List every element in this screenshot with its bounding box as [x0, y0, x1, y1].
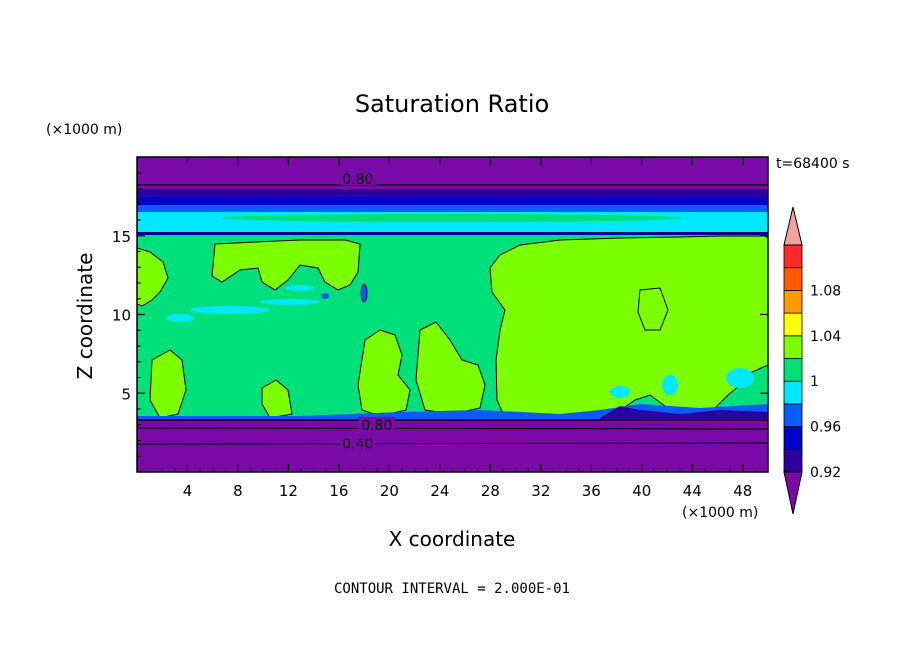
colorbar-bin	[783, 335, 803, 359]
colorbar-bin	[783, 244, 803, 269]
band-top-mid-blue	[137, 205, 768, 212]
band-top-blue	[137, 197, 768, 205]
y-tick-label: 5	[121, 385, 131, 403]
y-axis: 5 10 15	[112, 172, 768, 457]
blue-patch	[360, 283, 368, 303]
colorbar-label: 1.04	[810, 329, 841, 345]
chart-title: Saturation Ratio	[355, 90, 549, 118]
plot-area: 0.80 0.80 0.40	[137, 157, 768, 472]
cloud-regions	[137, 235, 768, 419]
lower-darkblue-fringe	[600, 406, 768, 420]
cloud-region-upper-mid	[211, 239, 361, 291]
blue-speck	[321, 293, 329, 299]
colorbar-label: 1	[810, 374, 819, 390]
band-top-purple	[137, 157, 768, 189]
colorbar: 0.92 0.96 1 1.04 1.08	[783, 206, 841, 515]
colorbar-label: 0.96	[810, 420, 841, 436]
contour-label-bg	[339, 435, 376, 450]
y-tick-label: 10	[112, 307, 131, 325]
band-top-darkblue	[137, 189, 768, 197]
x-tick-label: 12	[279, 482, 298, 500]
x-axis: 4 8 12 16 20 24 28 32 36 40 44 48	[149, 157, 756, 500]
contour-label-bg	[358, 416, 395, 431]
cyan-streaks	[166, 285, 754, 398]
x-tick-label: 24	[430, 482, 449, 500]
x-tick-label: 44	[683, 482, 702, 500]
contour-label: 0.80	[361, 418, 392, 434]
x-tick-label: 16	[329, 482, 348, 500]
x-axis-label: X coordinate	[389, 527, 516, 551]
x-tick-label: 36	[582, 482, 601, 500]
cloud-region-east	[489, 235, 768, 419]
cloud-region-small	[637, 287, 669, 331]
colorbar-bin	[783, 289, 803, 314]
time-label: t=68400 s	[776, 156, 850, 172]
colorbar-bin	[783, 380, 803, 405]
cloud-region-lower-west	[149, 349, 187, 419]
cloud-region-lower-mid-2	[357, 329, 411, 417]
x-unit-label: (×1000 m)	[682, 505, 758, 521]
cloud-region-west	[137, 247, 169, 307]
colorbar-bin	[783, 403, 803, 427]
colorbar-over-arrow	[783, 206, 803, 246]
x-tick-label: 8	[233, 482, 243, 500]
x-tick-label: 40	[632, 482, 651, 500]
cloud-region-lower-mid-1	[261, 379, 293, 419]
band-top-green-streak	[222, 214, 682, 222]
colorbar-under-arrow	[783, 471, 803, 515]
x-tick-label: 4	[183, 482, 193, 500]
colorbar-label: 0.92	[810, 465, 841, 481]
colorbar-bin	[783, 358, 803, 382]
y-axis-label: Z coordinate	[73, 253, 97, 380]
contour-label: 0.40	[342, 437, 373, 453]
x-tick-label: 20	[380, 482, 399, 500]
colorbar-bin	[783, 312, 803, 337]
x-tick-label: 28	[481, 482, 500, 500]
y-tick-label: 15	[112, 228, 131, 246]
contour-labels: 0.80 0.80 0.40	[339, 171, 395, 453]
y-unit-label: (×1000 m)	[46, 122, 122, 138]
colorbar-label: 1.08	[810, 283, 841, 299]
contour-label-bg	[339, 171, 376, 186]
contour-label: 0.80	[342, 172, 373, 188]
colorbar-bin	[783, 448, 803, 473]
contour-interval-note: CONTOUR INTERVAL = 2.000E-01	[334, 581, 570, 597]
x-tick-label: 32	[531, 482, 550, 500]
cloud-region-lower-mid-3	[415, 321, 486, 415]
contour-line-lower-2	[137, 427, 768, 430]
colorbar-bin	[783, 426, 803, 450]
x-tick-label: 48	[733, 482, 752, 500]
contour-line-lower-3	[137, 442, 768, 445]
colorbar-bin	[783, 267, 803, 291]
